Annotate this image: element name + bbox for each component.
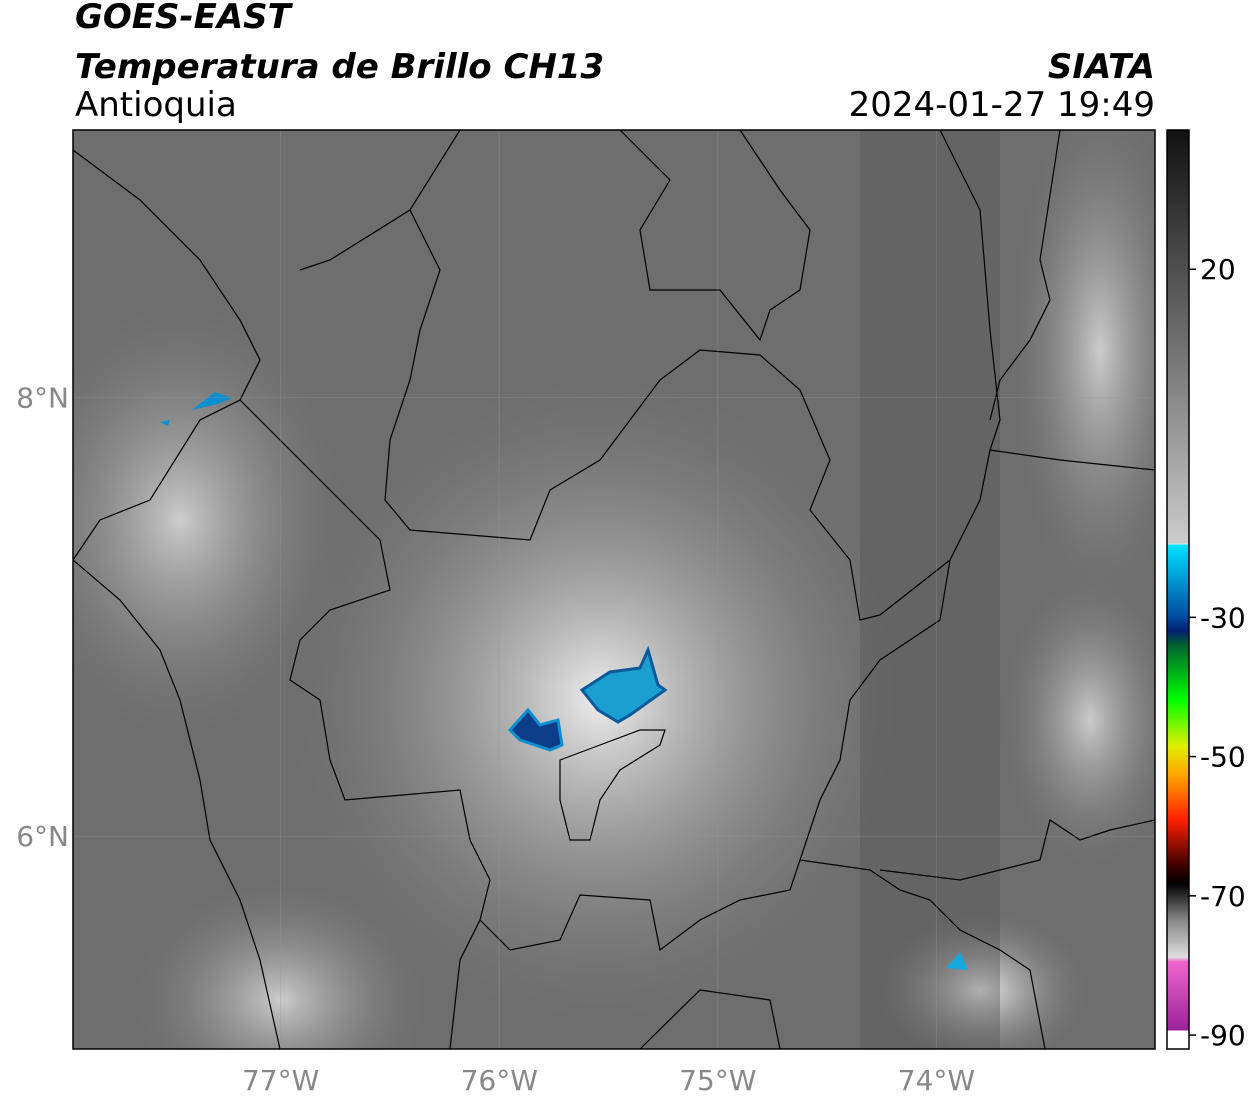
x-tick-label: 74°W <box>898 1064 975 1097</box>
cold-cloud <box>507 707 564 752</box>
colorbar-tick-label: -30 <box>1200 601 1246 634</box>
cold-cloud <box>946 952 968 970</box>
graticule <box>73 130 1155 1049</box>
y-tick-label: 8°N <box>16 382 69 415</box>
colorbar-tick-label: -50 <box>1200 741 1246 774</box>
cold-cloud <box>579 645 668 724</box>
colorbar <box>1166 129 1190 1050</box>
imagery <box>73 130 1155 1049</box>
map-frame <box>72 129 1156 1050</box>
datetime: 2024-01-27 19:49 <box>849 85 1155 125</box>
colorbar-tick-label: -70 <box>1200 880 1246 913</box>
y-tick-label: 6°N <box>16 820 69 853</box>
cold-cloud <box>160 420 170 426</box>
source: SIATA <box>1048 47 1155 87</box>
region: Antioquia <box>75 85 237 125</box>
subtitle: Temperatura de Brillo CH13 <box>75 47 604 87</box>
colorbar-tick-label: 20 <box>1200 253 1236 286</box>
borders <box>73 130 1155 1049</box>
x-tick-label: 77°W <box>242 1064 319 1097</box>
cold-cloud <box>192 392 232 410</box>
title: GOES-EAST <box>75 0 294 37</box>
x-tick-label: 76°W <box>461 1064 538 1097</box>
colorbar-tick-label: -90 <box>1200 1019 1246 1052</box>
x-tick-label: 75°W <box>679 1064 756 1097</box>
